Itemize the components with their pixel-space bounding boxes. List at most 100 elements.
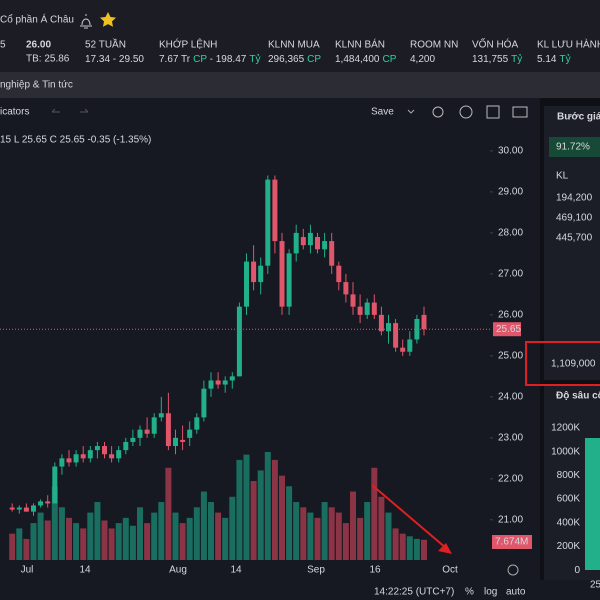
- candle-body: [400, 347, 406, 352]
- bell-icon[interactable]: [80, 14, 92, 29]
- candle-body: [236, 306, 242, 377]
- stat-value: - 198.47: [207, 54, 247, 65]
- candle-body: [272, 179, 278, 242]
- candle-body: [151, 417, 157, 434]
- stat-unit: CP: [307, 54, 321, 65]
- volume-bar: [158, 502, 165, 560]
- stat-unit: Tỷ: [559, 53, 570, 65]
- volume-bar: [30, 523, 37, 560]
- depth-tick: 1200K: [551, 423, 580, 434]
- icon[interactable]: [512, 106, 528, 118]
- volume-bar: [129, 525, 136, 560]
- tab[interactable]: nghiệp & Tin tức: [0, 80, 73, 91]
- volume-bar: [9, 533, 16, 560]
- candle-body: [364, 302, 370, 315]
- stat-label: ROOM NN: [410, 40, 458, 51]
- volume-bar: [392, 528, 399, 560]
- volume-bar: [37, 512, 44, 560]
- volume-bar: [236, 459, 243, 560]
- side-row: 194,200: [556, 193, 593, 204]
- candle-body: [94, 446, 100, 451]
- candle-body: [38, 501, 44, 506]
- volume-bar: [385, 512, 392, 560]
- stat-value: 1,484,400: [335, 54, 380, 65]
- candle-body: [322, 241, 328, 250]
- volume-bar: [300, 507, 307, 560]
- volume-bar: [243, 454, 250, 560]
- volume-bar: [350, 491, 356, 560]
- y-tick-label: 25.00: [498, 351, 523, 362]
- candle-body: [80, 454, 86, 459]
- volume-bar: [73, 523, 80, 560]
- save-menu[interactable]: [407, 109, 415, 114]
- undo-redo[interactable]: [51, 108, 89, 113]
- y-tick-label: 29.00: [498, 187, 523, 198]
- cut-text: 5: [0, 40, 6, 51]
- percent: 91.72%: [556, 142, 590, 153]
- side-row: 469,100: [556, 213, 593, 224]
- candle-body: [244, 261, 249, 307]
- company: Cổ phần Á Châu: [0, 13, 74, 26]
- candle-body: [421, 314, 427, 330]
- percent-box: [549, 137, 600, 157]
- star-icon[interactable]: [100, 12, 116, 27]
- volume-bar: [314, 517, 321, 560]
- stat-value: 17.34 - 29.50: [85, 54, 144, 65]
- volume-bar: [16, 528, 23, 560]
- side-row: 445,700: [556, 233, 593, 244]
- volume-bar: [144, 523, 151, 560]
- volume-bar: [328, 507, 335, 560]
- candle-body: [307, 232, 313, 246]
- save[interactable]: Save: [371, 107, 394, 118]
- header-bg: [0, 0, 600, 72]
- highlight-box: [525, 341, 600, 386]
- volume-bar: [250, 480, 257, 560]
- icon[interactable]: [459, 105, 473, 119]
- stat-value: 296,365 CP: [268, 54, 321, 65]
- candle-body: [23, 507, 29, 512]
- volume-bar: [122, 517, 129, 560]
- stat-label: VỐN HÓA: [472, 37, 518, 51]
- arrow-head: [438, 543, 452, 554]
- stat-value: 131,755: [472, 54, 509, 65]
- kl: KL: [556, 171, 569, 182]
- log-toggle[interactable]: log: [484, 587, 497, 598]
- arrow: [371, 484, 447, 549]
- candle-body: [173, 437, 178, 447]
- stat-label: KHỚP LỆNH: [159, 38, 217, 51]
- time: 14:22:25 (UTC+7): [374, 587, 454, 598]
- candle-body: [123, 441, 129, 451]
- stat-unit: CP: [193, 54, 207, 65]
- volume-bar: [172, 512, 179, 560]
- volume-bar: [257, 470, 264, 560]
- y-tick-label: 24.00: [498, 391, 523, 402]
- volume-bar: [421, 539, 427, 560]
- candle-body: [386, 323, 391, 332]
- stat-value: 4,200: [410, 54, 435, 65]
- volume-bar: [51, 486, 58, 560]
- icon[interactable]: [486, 105, 500, 119]
- stat-value: 17.34 - 29.50: [85, 54, 144, 65]
- y-tick-label: 26.00: [498, 310, 523, 321]
- x-tick-label: Sep: [307, 565, 325, 576]
- candle-body: [144, 429, 150, 434]
- candle-body: [102, 446, 107, 455]
- stat-value: 1,484,400 CP: [335, 54, 397, 65]
- percent-toggle[interactable]: %: [465, 587, 474, 598]
- settings-icon[interactable]: [507, 564, 519, 576]
- volume-bar: [378, 496, 385, 560]
- icon[interactable]: [432, 106, 444, 118]
- volume-bar: [23, 538, 30, 560]
- volume-bar: [364, 502, 371, 560]
- candle-body: [187, 429, 193, 438]
- volume-bar: [342, 523, 349, 560]
- depth-x: 25.: [590, 580, 600, 591]
- depth-tick: 800K: [557, 470, 581, 481]
- volume-bar: [66, 517, 72, 560]
- indicators[interactable]: icators: [0, 107, 29, 118]
- candle-body: [66, 458, 72, 463]
- volume-bar: [399, 533, 406, 560]
- volume-tag: [492, 535, 532, 549]
- volume-bar: [357, 517, 364, 560]
- auto-toggle[interactable]: auto: [506, 587, 526, 598]
